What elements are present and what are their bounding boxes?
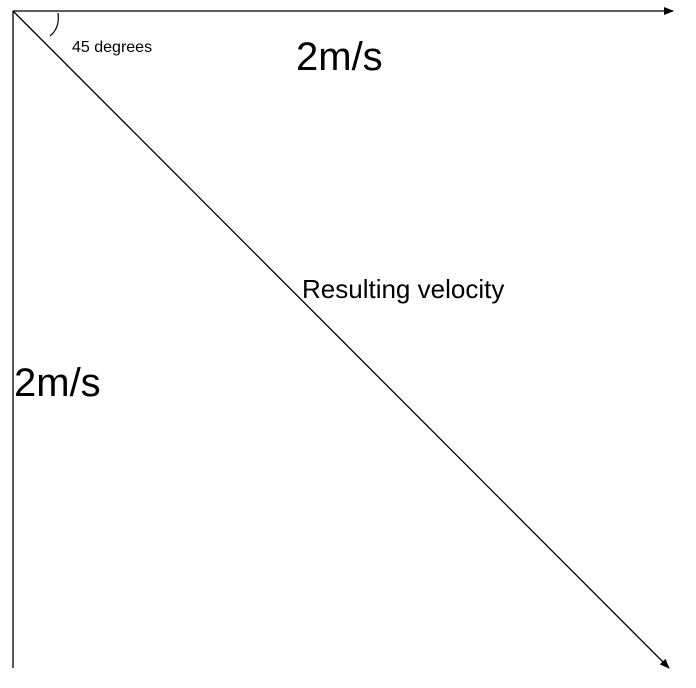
horizontal-label: 2m/s <box>296 35 383 79</box>
angle-arc <box>49 12 59 37</box>
angle-label: 45 degrees <box>72 39 152 56</box>
vertical-label: 2m/s <box>14 361 101 405</box>
resultant-arrow <box>12 10 670 669</box>
resultant-label: Resulting velocity <box>302 274 504 304</box>
